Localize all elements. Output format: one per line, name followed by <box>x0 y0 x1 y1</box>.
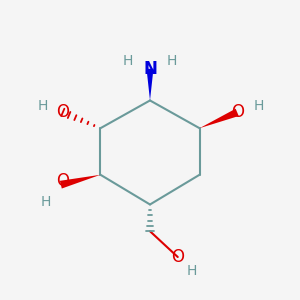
Text: H: H <box>123 54 134 68</box>
Text: O: O <box>56 103 69 122</box>
Text: O: O <box>231 103 244 122</box>
Text: H: H <box>38 99 48 113</box>
Text: O: O <box>171 248 184 266</box>
Polygon shape <box>200 109 239 128</box>
Text: H: H <box>41 194 51 208</box>
Text: H: H <box>254 99 264 113</box>
Text: N: N <box>143 60 157 78</box>
Polygon shape <box>60 175 100 188</box>
Text: O: O <box>56 172 69 190</box>
Polygon shape <box>146 69 154 100</box>
Text: H: H <box>186 264 197 278</box>
Text: H: H <box>167 54 177 68</box>
